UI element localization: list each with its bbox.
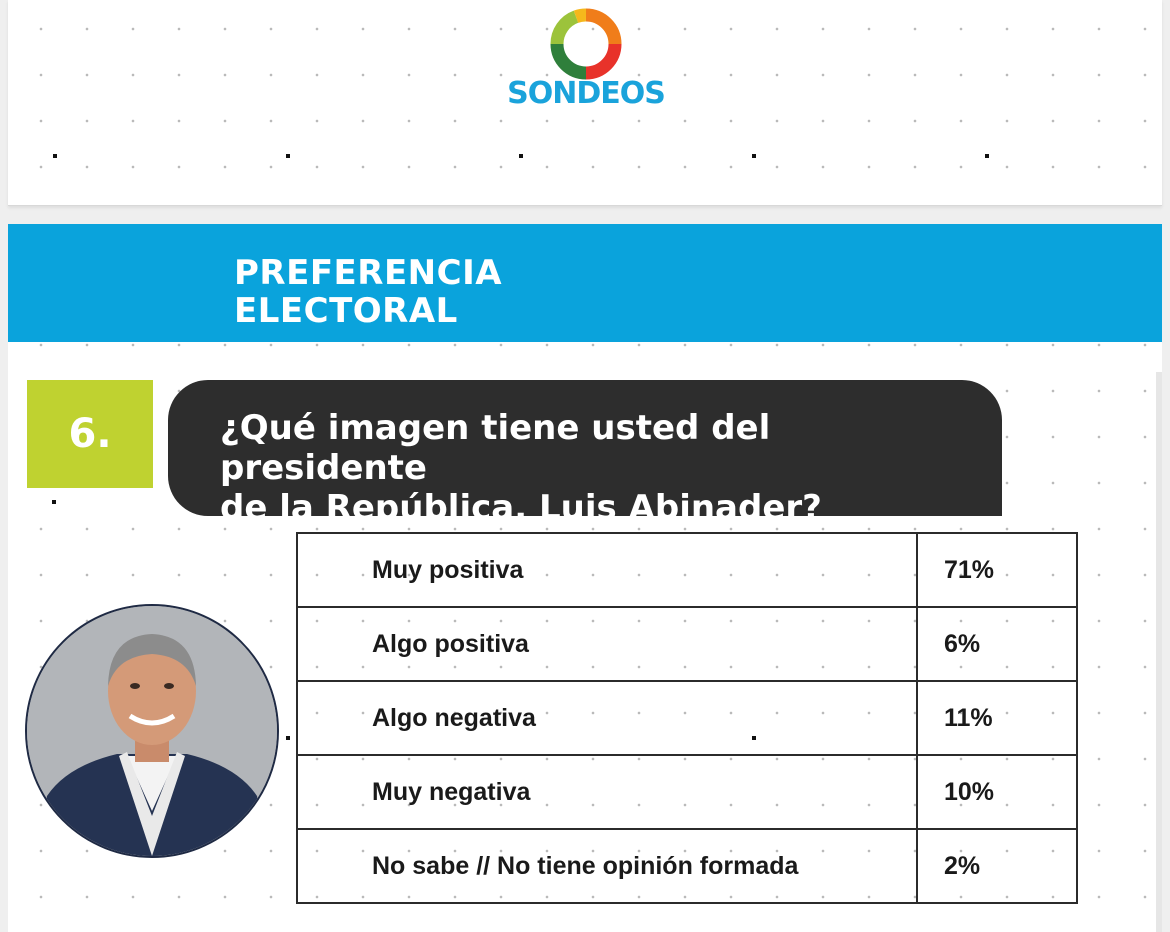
results-table: Muy positiva 71% Algo positiva 6% Algo n… [296, 532, 1079, 904]
answer-label: Algo negativa [296, 680, 918, 756]
answer-value: 6% [915, 606, 1079, 682]
question-line2: de la República, Luis Abinader? [220, 488, 822, 528]
section-title-line2: ELECTORAL [234, 291, 458, 331]
ring-icon [550, 8, 622, 80]
scrollbar[interactable] [1156, 372, 1162, 932]
table-row: No sabe // No tiene opinión formada 2% [296, 828, 1079, 904]
brand-name: SONDEOS [507, 76, 666, 111]
answer-label: Algo positiva [296, 606, 918, 682]
dot [52, 500, 56, 504]
answer-label: Muy negativa [296, 754, 918, 830]
section-banner: PREFERENCIA ELECTORAL [8, 224, 1162, 342]
answer-value: 10% [915, 754, 1079, 830]
dot [519, 154, 523, 158]
answer-value: 11% [915, 680, 1079, 756]
answer-label: No sabe // No tiene opinión formada [296, 828, 918, 904]
section-title-line1: PREFERENCIA [234, 253, 503, 293]
answer-label: Muy positiva [296, 532, 918, 608]
portrait-icon [27, 606, 277, 856]
sondeos-logo: SONDEOS [486, 4, 686, 114]
portrait-photo [25, 604, 279, 858]
table-row: Algo negativa 11% [296, 680, 1079, 756]
question-text: ¿Qué imagen tiene usted del presidente d… [220, 408, 980, 528]
dot [752, 154, 756, 158]
question-line1: ¿Qué imagen tiene usted del presidente [220, 408, 771, 488]
answer-value: 2% [915, 828, 1079, 904]
dot [752, 736, 756, 740]
dot [985, 154, 989, 158]
dot [286, 736, 290, 740]
dot [286, 154, 290, 158]
header-card: SONDEOS [8, 0, 1162, 206]
table-row: Muy positiva 71% [296, 532, 1079, 608]
section-title: PREFERENCIA ELECTORAL [234, 254, 502, 330]
dot [53, 154, 57, 158]
survey-slide: PREFERENCIA ELECTORAL 6. ¿Qué imagen tie… [8, 224, 1162, 932]
question-box: ¿Qué imagen tiene usted del presidente d… [168, 380, 1002, 528]
table-row: Muy negativa 10% [296, 754, 1079, 830]
table-row: Algo positiva 6% [296, 606, 1079, 682]
answer-value: 71% [915, 532, 1079, 608]
question-number: 6. [27, 380, 153, 488]
